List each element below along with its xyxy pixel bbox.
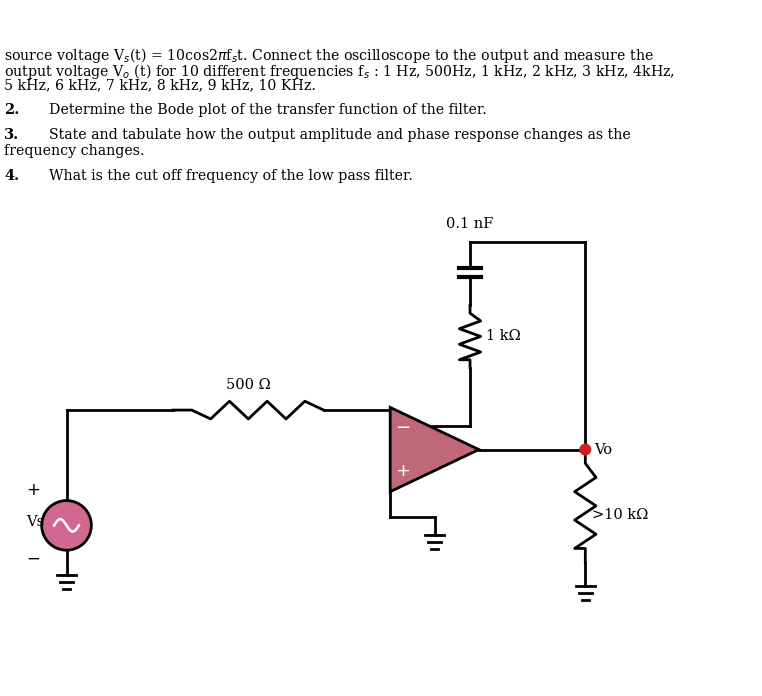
Polygon shape bbox=[390, 407, 479, 491]
Text: 0.1 nF: 0.1 nF bbox=[447, 217, 494, 231]
Text: State and tabulate how the output amplitude and phase response changes as the: State and tabulate how the output amplit… bbox=[49, 128, 630, 142]
Text: frequency changes.: frequency changes. bbox=[5, 144, 145, 158]
Text: What is the cut off frequency of the low pass filter.: What is the cut off frequency of the low… bbox=[49, 169, 413, 183]
Text: 3.: 3. bbox=[5, 128, 20, 142]
Text: output voltage V$_o$ (t) for 10 different frequencies f$_s$ : 1 Hz, 500Hz, 1 kHz: output voltage V$_o$ (t) for 10 differen… bbox=[5, 63, 675, 81]
Text: 500 Ω: 500 Ω bbox=[226, 379, 271, 393]
Circle shape bbox=[42, 500, 91, 551]
Text: >10 kΩ: >10 kΩ bbox=[592, 507, 648, 522]
Text: +: + bbox=[395, 462, 410, 480]
Text: 5 kHz, 6 kHz, 7 kHz, 8 kHz, 9 kHz, 10 KHz.: 5 kHz, 6 kHz, 7 kHz, 8 kHz, 9 kHz, 10 KH… bbox=[5, 79, 316, 93]
Text: Vs: Vs bbox=[27, 515, 45, 529]
Text: source voltage V$_s$(t) = 10cos2$\pi$f$_s$t. Connect the oscilloscope to the out: source voltage V$_s$(t) = 10cos2$\pi$f$_… bbox=[5, 47, 654, 65]
Text: Determine the Bode plot of the transfer function of the filter.: Determine the Bode plot of the transfer … bbox=[49, 103, 486, 117]
Text: −: − bbox=[26, 550, 40, 568]
Text: 4.: 4. bbox=[5, 169, 20, 183]
Text: −: − bbox=[395, 419, 410, 436]
Text: 1 kΩ: 1 kΩ bbox=[486, 329, 520, 343]
Text: +: + bbox=[26, 481, 40, 499]
Text: Vo: Vo bbox=[594, 443, 613, 457]
Text: 2.: 2. bbox=[5, 103, 20, 117]
Circle shape bbox=[580, 444, 591, 455]
